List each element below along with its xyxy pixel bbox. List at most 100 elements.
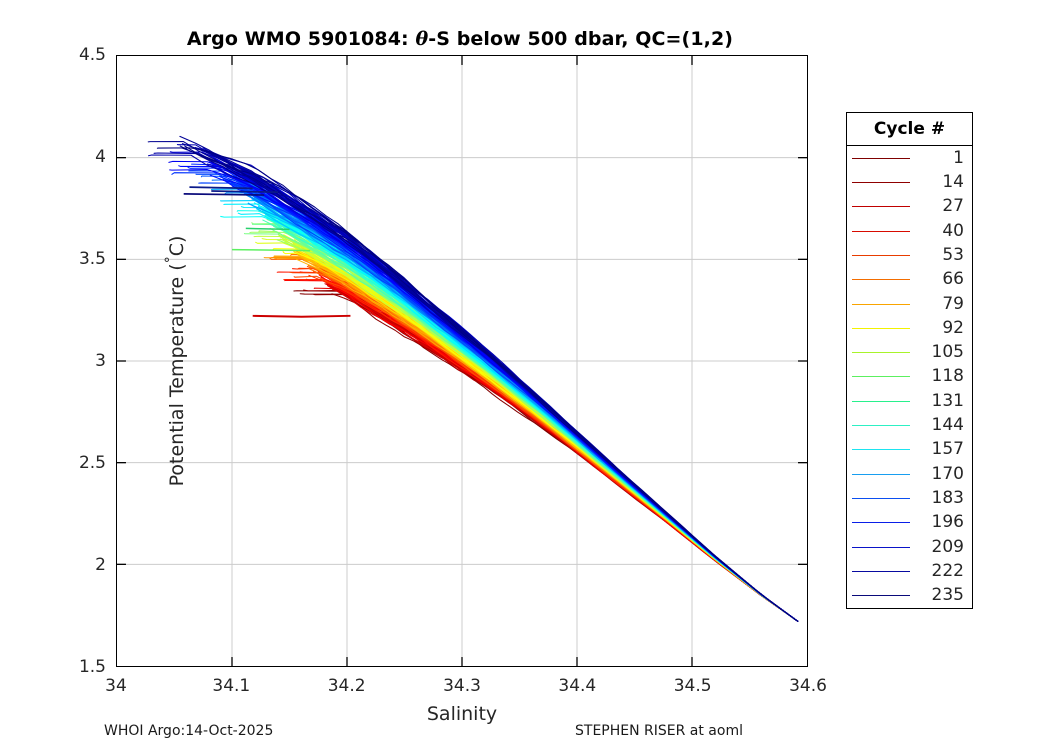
theta-s-profile: [276, 271, 799, 622]
theta-s-profile: [289, 271, 799, 622]
footer-right-text: STEPHEN RISER at aoml: [575, 723, 743, 739]
theta-s-profile: [255, 241, 799, 622]
shallow-horizontal-segment: [211, 190, 279, 194]
legend-item-92[interactable]: 92: [847, 316, 972, 340]
legend-label-53: 53: [942, 244, 964, 265]
theta-s-profile: [156, 147, 799, 622]
legend-item-14[interactable]: 14: [847, 170, 972, 194]
legend-label-222: 222: [931, 561, 964, 582]
theta-s-profile: [284, 279, 799, 622]
legend-items: 1 14 27 40 53 66 79 92 105 118 131 144 157 170 183 196 2…: [847, 146, 972, 608]
degree-icon: °: [162, 256, 179, 264]
legend-label-27: 27: [942, 196, 964, 217]
legend-label-92: 92: [942, 317, 964, 338]
theta-s-profile: [324, 283, 799, 622]
shallow-horizontal-segment: [183, 193, 265, 196]
footer-left-text: WHOI Argo:14-Oct-2025: [104, 723, 274, 739]
legend-item-131[interactable]: 131: [847, 389, 972, 413]
theta-s-profile: [169, 169, 799, 622]
legend-item-27[interactable]: 27: [847, 195, 972, 219]
legend-label-235: 235: [931, 585, 964, 606]
chart-title-prefix: Argo WMO 5901084:: [186, 28, 416, 50]
legend-item-235[interactable]: 235: [847, 584, 972, 608]
legend-swatch-131: [852, 400, 910, 402]
x-tick-34.3: 34.3: [443, 676, 481, 696]
theta-s-profile: [243, 233, 799, 622]
legend-swatch-209: [852, 546, 910, 548]
legend-label-157: 157: [931, 439, 964, 460]
legend-swatch-235: [852, 595, 910, 597]
y-tick-3.5: 3.5: [78, 249, 106, 269]
legend-item-157[interactable]: 157: [847, 438, 972, 462]
legend-swatch-14: [852, 181, 910, 183]
legend-label-66: 66: [942, 269, 964, 290]
x-axis-tick-labels: 34 34.1 34.2 34.3 34.4 34.5 34.6: [105, 676, 827, 700]
legend-swatch-183: [852, 498, 910, 500]
theta-s-profile: [308, 274, 799, 622]
legend-label-118: 118: [931, 366, 964, 387]
legend-label-79: 79: [942, 293, 964, 314]
legend-swatch-196: [852, 522, 910, 524]
legend-swatch-92: [852, 327, 910, 329]
legend-item-66[interactable]: 66: [847, 268, 972, 292]
theta-s-profile: [329, 286, 799, 622]
legend-label-196: 196: [931, 512, 964, 533]
anomalous-profile-segment: [252, 314, 351, 318]
theta-s-profile: [171, 172, 799, 622]
legend-swatch-222: [852, 571, 910, 573]
chart-title: Argo WMO 5901084: θ-S below 500 dbar, QC…: [0, 28, 920, 50]
theta-s-profile: [270, 256, 799, 622]
shallow-horizontal-segment: [231, 248, 311, 252]
y-tick-4.5: 4.5: [78, 45, 106, 65]
theta-s-profile: [272, 248, 799, 622]
theta-s-profile: [293, 290, 799, 622]
theta-s-profile: [331, 289, 799, 622]
legend-item-118[interactable]: 118: [847, 365, 972, 389]
legend-label-144: 144: [931, 415, 964, 436]
y-tick-4: 4: [95, 147, 106, 167]
theta-s-profile: [274, 257, 799, 622]
legend-item-209[interactable]: 209: [847, 535, 972, 559]
theta-s-profile: [326, 283, 799, 622]
y-tick-2: 2: [95, 555, 106, 575]
y-axis-tick-labels: 1.5 2 2.5 3 3.5 4 4.5: [42, 45, 106, 677]
legend-item-144[interactable]: 144: [847, 413, 972, 437]
theta-s-profile: [326, 285, 799, 622]
theta-s-profile: [263, 257, 799, 622]
legend-item-222[interactable]: 222: [847, 559, 972, 583]
legend-swatch-105: [852, 352, 910, 354]
y-tick-2.5: 2.5: [78, 453, 106, 473]
legend-item-170[interactable]: 170: [847, 462, 972, 486]
x-tick-34: 34: [105, 676, 127, 696]
x-axis-title: Salinity: [426, 703, 498, 725]
theta-s-profile: [318, 274, 799, 622]
legend-label-170: 170: [931, 463, 964, 484]
legend-label-14: 14: [942, 171, 964, 192]
legend-item-183[interactable]: 183: [847, 486, 972, 510]
theta-s-profile: [299, 293, 799, 622]
x-tick-34.2: 34.2: [327, 676, 366, 696]
theta-s-profile: [283, 279, 799, 622]
x-tick-34.1: 34.1: [212, 676, 251, 696]
y-tick-3: 3: [95, 351, 106, 371]
legend-item-1[interactable]: 1: [847, 146, 972, 170]
theta-s-profile: [313, 293, 799, 622]
legend-item-105[interactable]: 105: [847, 341, 972, 365]
legend-swatch-118: [852, 376, 910, 378]
legend-item-196[interactable]: 196: [847, 511, 972, 535]
legend-item-79[interactable]: 79: [847, 292, 972, 316]
legend-swatch-1: [852, 157, 910, 159]
legend-item-40[interactable]: 40: [847, 219, 972, 243]
legend-swatch-66: [852, 279, 910, 281]
legend-item-53[interactable]: 53: [847, 243, 972, 267]
legend-swatch-27: [852, 206, 910, 208]
legend-swatch-157: [852, 449, 910, 451]
legend-swatch-144: [852, 425, 910, 427]
theta-s-profile: [333, 288, 799, 622]
theta-s-profile: [269, 257, 799, 622]
theta-s-profile: [282, 251, 799, 622]
legend-label-40: 40: [942, 220, 964, 241]
y-tick-1.5: 1.5: [78, 657, 106, 677]
theta-symbol: θ: [415, 28, 429, 50]
